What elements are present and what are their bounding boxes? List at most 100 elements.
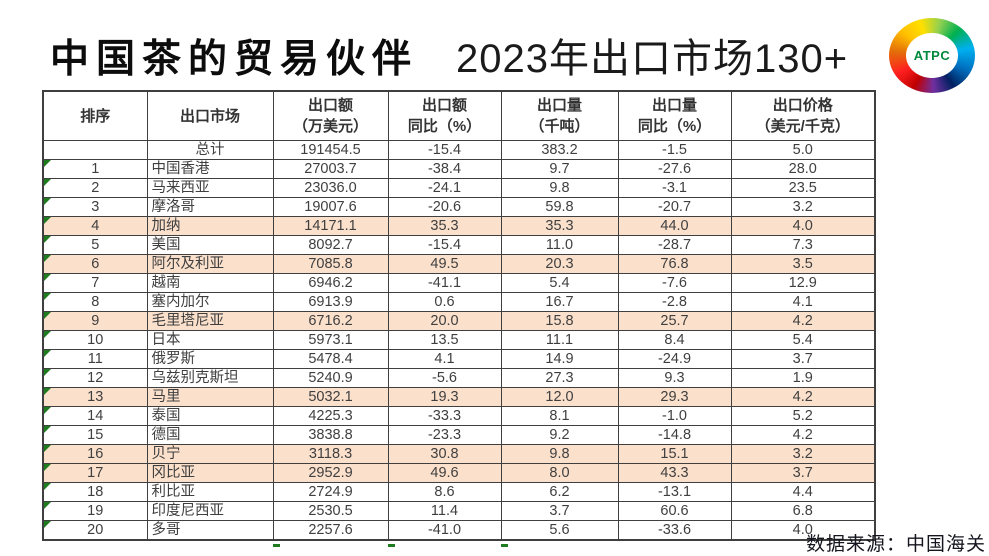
- table-row: 8 塞内加尔 6913.9 0.6 16.7 -2.8 4.1: [42, 292, 876, 312]
- export-value-cell: 191454.5: [272, 140, 389, 160]
- table-row: 12 乌兹别克斯坦 5240.9 -5.6 27.3 9.3 1.9: [42, 368, 876, 388]
- comment-marker-icon: [44, 255, 51, 262]
- market-cell: 马来西亚: [146, 178, 274, 198]
- export-value-cell: 3838.8: [272, 425, 389, 445]
- volume-yoy-cell: 76.8: [617, 254, 732, 274]
- export-value-cell: 23036.0: [272, 178, 389, 198]
- rank-cell: 9: [42, 311, 148, 331]
- volume-yoy-cell: -14.8: [617, 425, 732, 445]
- value-yoy-cell: 49.5: [387, 254, 502, 274]
- market-cell: 多哥: [146, 520, 274, 541]
- volume-cell: 14.9: [500, 349, 619, 369]
- table-row: 9 毛里塔尼亚 6716.2 20.0 15.8 25.7 4.2: [42, 311, 876, 331]
- value-yoy-cell: 4.1: [387, 349, 502, 369]
- comment-marker-icon: [44, 483, 51, 490]
- rank-cell: 6: [42, 254, 148, 274]
- price-cell: 6.8: [730, 501, 876, 521]
- export-value-cell: 6913.9: [272, 292, 389, 312]
- price-cell: 3.2: [730, 444, 876, 464]
- column-header-4: 出口额 同比（%）: [387, 90, 502, 141]
- column-header-7: 出口价格 （美元/千克）: [730, 90, 876, 141]
- rank-cell: 20: [42, 520, 148, 541]
- volume-cell: 8.0: [500, 463, 619, 483]
- title-bar: 中国茶的贸易伙伴 2023年出口市场130+: [50, 26, 848, 84]
- comment-marker-icon: [44, 521, 51, 528]
- volume-cell: 59.8: [500, 197, 619, 217]
- rank-cell: 13: [42, 387, 148, 407]
- rank-cell: 4: [42, 216, 148, 236]
- comment-marker-icon: [44, 198, 51, 205]
- comment-marker-icon: [44, 407, 51, 414]
- comment-marker-icon: [44, 274, 51, 281]
- market-cell: 贝宁: [146, 444, 274, 464]
- table-row: 10 日本 5973.1 13.5 11.1 8.4 5.4: [42, 330, 876, 350]
- volume-cell: 9.8: [500, 444, 619, 464]
- volume-yoy-cell: -13.1: [617, 482, 732, 502]
- table-row: 20 多哥 2257.6 -41.0 5.6 -33.6 4.0: [42, 520, 876, 541]
- volume-yoy-cell: 25.7: [617, 311, 732, 331]
- table-row: 4 加纳 14171.1 35.3 35.3 44.0 4.0: [42, 216, 876, 236]
- comment-marker-icon: [44, 312, 51, 319]
- table-row: 14 泰国 4225.3 -33.3 8.1 -1.0 5.2: [42, 406, 876, 426]
- comment-marker-icon: [44, 293, 51, 300]
- market-cell: 美国: [146, 235, 274, 255]
- price-cell: 3.7: [730, 463, 876, 483]
- atpc-logo-center: ATPC: [906, 33, 958, 78]
- volume-yoy-cell: -28.7: [617, 235, 732, 255]
- value-yoy-cell: -41.1: [387, 273, 502, 293]
- market-cell: 日本: [146, 330, 274, 350]
- data-source: 数据来源：中国海关: [805, 534, 986, 555]
- volume-cell: 11.1: [500, 330, 619, 350]
- volume-yoy-cell: -2.8: [617, 292, 732, 312]
- rank-cell: [42, 140, 148, 160]
- volume-cell: 9.7: [500, 159, 619, 179]
- volume-yoy-cell: 9.3: [617, 368, 732, 388]
- rank-cell: 3: [42, 197, 148, 217]
- value-yoy-cell: -23.3: [387, 425, 502, 445]
- price-cell: 4.4: [730, 482, 876, 502]
- export-value-cell: 2257.6: [272, 520, 389, 541]
- column-header-3: 出口额 （万美元）: [272, 90, 389, 141]
- volume-cell: 11.0: [500, 235, 619, 255]
- market-cell: 塞内加尔: [146, 292, 274, 312]
- export-value-cell: 5973.1: [272, 330, 389, 350]
- export-value-cell: 27003.7: [272, 159, 389, 179]
- market-cell: 加纳: [146, 216, 274, 236]
- volume-yoy-cell: -33.6: [617, 520, 732, 541]
- volume-cell: 15.8: [500, 311, 619, 331]
- table-row: 13 马里 5032.1 19.3 12.0 29.3 4.2: [42, 387, 876, 407]
- column-header-2: 出口市场: [146, 90, 274, 141]
- volume-cell: 383.2: [500, 140, 619, 160]
- comment-marker-icon: [44, 217, 51, 224]
- volume-yoy-cell: -20.7: [617, 197, 732, 217]
- trade-table: 排序 出口市场 出口额 （万美元） 出口额 同比（%） 出口量 （千吨） 出口量 同比（%） 出口价…: [42, 90, 876, 541]
- price-cell: 3.5: [730, 254, 876, 274]
- rank-cell: 15: [42, 425, 148, 445]
- volume-yoy-cell: 8.4: [617, 330, 732, 350]
- export-value-cell: 5032.1: [272, 387, 389, 407]
- comment-marker-icon: [44, 369, 51, 376]
- table-row: 7 越南 6946.2 -41.1 5.4 -7.6 12.9: [42, 273, 876, 293]
- table-header-row: 排序 出口市场 出口额 （万美元） 出口额 同比（%） 出口量 （千吨） 出口量 同比（%） 出口价…: [42, 90, 876, 141]
- comment-marker-peek-icon: [273, 544, 280, 547]
- volume-yoy-cell: 60.6: [617, 501, 732, 521]
- market-cell: 越南: [146, 273, 274, 293]
- price-cell: 5.0: [730, 140, 876, 160]
- market-cell: 冈比亚: [146, 463, 274, 483]
- price-cell: 4.0: [730, 216, 876, 236]
- volume-cell: 8.1: [500, 406, 619, 426]
- value-yoy-cell: -15.4: [387, 140, 502, 160]
- value-yoy-cell: -33.3: [387, 406, 502, 426]
- value-yoy-cell: -5.6: [387, 368, 502, 388]
- volume-cell: 3.7: [500, 501, 619, 521]
- rank-cell: 2: [42, 178, 148, 198]
- volume-yoy-cell: -7.6: [617, 273, 732, 293]
- market-cell: 印度尼西亚: [146, 501, 274, 521]
- value-yoy-cell: 0.6: [387, 292, 502, 312]
- market-cell: 中国香港: [146, 159, 274, 179]
- value-yoy-cell: -41.0: [387, 520, 502, 541]
- volume-cell: 35.3: [500, 216, 619, 236]
- value-yoy-cell: -20.6: [387, 197, 502, 217]
- table-row: 5 美国 8092.7 -15.4 11.0 -28.7 7.3: [42, 235, 876, 255]
- volume-yoy-cell: -1.5: [617, 140, 732, 160]
